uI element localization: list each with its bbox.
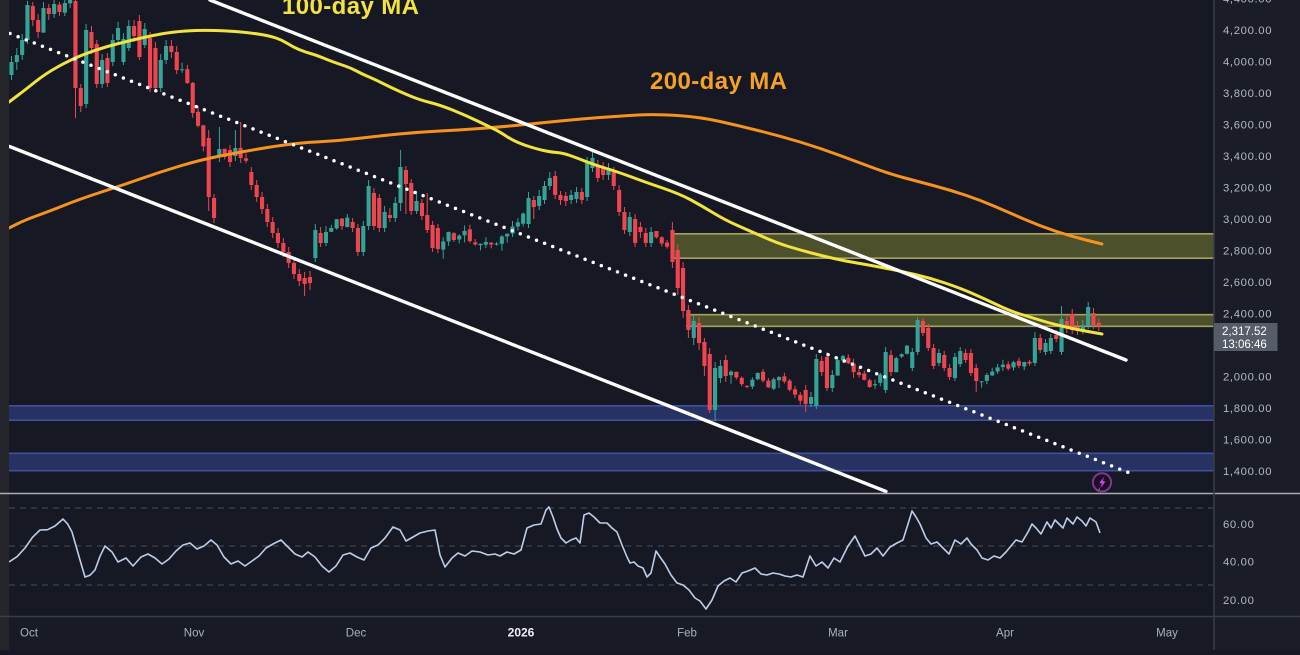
svg-text:1,400.00: 1,400.00 xyxy=(1223,466,1272,478)
svg-text:4,000.00: 4,000.00 xyxy=(1223,56,1272,68)
svg-text:Dec: Dec xyxy=(346,628,367,640)
svg-text:May: May xyxy=(1156,628,1178,640)
svg-text:3,400.00: 3,400.00 xyxy=(1223,151,1272,163)
svg-text:2,000.00: 2,000.00 xyxy=(1223,371,1272,383)
svg-text:1,600.00: 1,600.00 xyxy=(1223,434,1272,446)
svg-text:40.00: 40.00 xyxy=(1223,556,1255,568)
svg-text:2026: 2026 xyxy=(508,626,535,640)
svg-text:Apr: Apr xyxy=(996,628,1014,640)
svg-text:3,600.00: 3,600.00 xyxy=(1223,119,1272,131)
svg-text:Nov: Nov xyxy=(184,628,205,640)
svg-text:2,317.52: 2,317.52 xyxy=(1222,326,1267,338)
svg-text:Oct: Oct xyxy=(20,628,39,640)
svg-text:60.00: 60.00 xyxy=(1223,519,1255,531)
svg-text:3,800.00: 3,800.00 xyxy=(1223,88,1272,100)
svg-text:Feb: Feb xyxy=(677,628,697,640)
svg-text:2,600.00: 2,600.00 xyxy=(1223,277,1272,289)
svg-text:3,200.00: 3,200.00 xyxy=(1223,182,1272,194)
svg-text:100-day MA: 100-day MA xyxy=(282,0,419,20)
svg-text:13:06:46: 13:06:46 xyxy=(1222,339,1267,351)
svg-text:4,200.00: 4,200.00 xyxy=(1223,25,1272,37)
svg-text:3,000.00: 3,000.00 xyxy=(1223,214,1272,226)
svg-text:2,800.00: 2,800.00 xyxy=(1223,245,1272,257)
svg-text:4,400.00: 4,400.00 xyxy=(1223,0,1272,5)
svg-text:20.00: 20.00 xyxy=(1223,595,1255,607)
svg-text:1,800.00: 1,800.00 xyxy=(1223,403,1272,415)
svg-text:200-day MA: 200-day MA xyxy=(650,68,787,95)
svg-text:2,400.00: 2,400.00 xyxy=(1223,308,1272,320)
svg-text:Mar: Mar xyxy=(828,628,848,640)
